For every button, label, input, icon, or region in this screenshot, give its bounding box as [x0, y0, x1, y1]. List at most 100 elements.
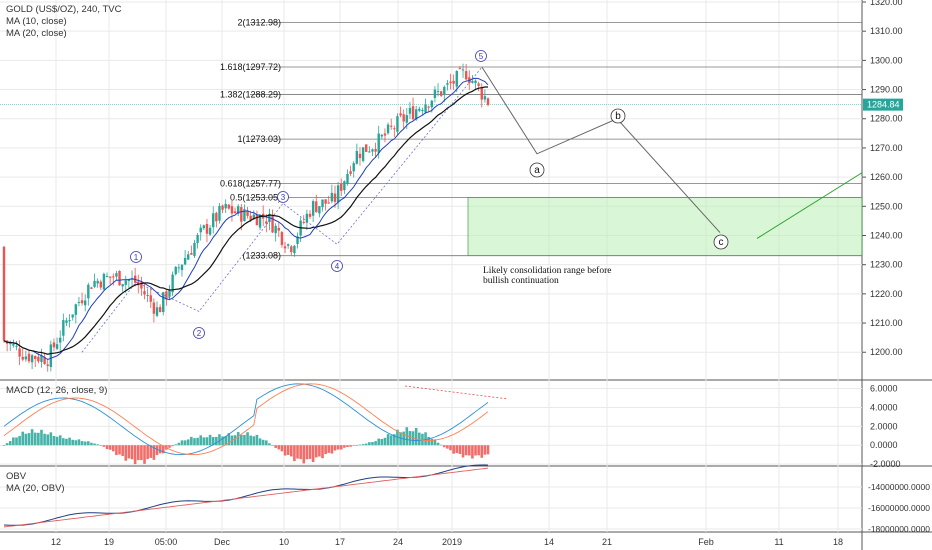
- macd-histogram-bar: [233, 435, 237, 446]
- ma10-legend[interactable]: MA (10, close): [6, 16, 67, 27]
- macd-histogram-bar: [49, 432, 53, 446]
- price-axis[interactable]: 1320.00 1310.00 1300.00 1290.00 1280.00 1270.…: [862, 0, 930, 534]
- macd-histogram-bar: [215, 436, 218, 446]
- macd-histogram-bar: [149, 445, 153, 458]
- obv-y-tick-label: -16000000.0000: [868, 503, 930, 513]
- macd-histogram-bar: [471, 445, 474, 459]
- macd-histogram-bar: [180, 440, 184, 446]
- macd-histogram-bar: [127, 445, 131, 459]
- candle-body: [196, 234, 199, 243]
- y-tick-label: 1300.00: [870, 55, 903, 65]
- symbol-title[interactable]: GOLD (US$/OZ), 240, TVC: [6, 4, 122, 15]
- candle-body: [93, 280, 96, 287]
- macd-histogram-bar: [424, 432, 427, 446]
- candle-body: [177, 267, 181, 269]
- candle-body: [124, 280, 127, 285]
- macd-histogram-bar: [40, 429, 43, 446]
- candle-body: [21, 356, 24, 360]
- macd-histogram-bar: [224, 436, 228, 446]
- candle-body: [471, 81, 474, 83]
- obv-legend[interactable]: OBV: [6, 471, 27, 482]
- candle-body: [396, 116, 399, 132]
- macd-histogram-bar: [339, 445, 343, 450]
- macd-histogram-bar: [277, 445, 281, 450]
- candle-body: [37, 356, 40, 362]
- macd-histogram-bar: [205, 437, 209, 446]
- macd-histogram-bar: [330, 445, 334, 454]
- consolidation-annotation: bullish continuation: [483, 276, 559, 286]
- macd-histogram-bar: [464, 445, 468, 456]
- candle-body: [62, 320, 65, 336]
- macd-signal-line: [3, 383, 489, 456]
- candle-body: [218, 205, 221, 221]
- macd-histogram-bar: [62, 438, 65, 446]
- candle-body: [399, 113, 402, 116]
- wave-label-text: b: [615, 111, 621, 122]
- macd-histogram-bar: [374, 441, 377, 446]
- obv-y-tick-label: -18000000.0000: [868, 524, 930, 534]
- candle-body: [477, 83, 480, 86]
- macd-histogram-bar: [43, 433, 46, 446]
- candle-body: [474, 80, 477, 84]
- candle-body: [443, 86, 446, 95]
- candle-body: [30, 355, 34, 363]
- ma20-legend[interactable]: MA (20, close): [6, 28, 67, 39]
- candle-body: [274, 225, 277, 234]
- fib-level-label: 1.382(1288.29): [220, 90, 281, 100]
- macd-histogram-bar: [236, 432, 240, 446]
- macd-histogram-bar: [264, 440, 268, 446]
- candle-body: [18, 348, 21, 357]
- macd-histogram-bar: [389, 435, 393, 446]
- candle-body: [233, 211, 237, 214]
- macd-histogram-bar: [211, 437, 215, 446]
- candle-body: [390, 125, 393, 127]
- wave-label-circle: [475, 50, 487, 62]
- ma20-line: [3, 86, 488, 355]
- y-tick-label: 1320.00: [870, 0, 903, 7]
- obv-panel: [3, 464, 489, 528]
- macd-histogram-bar: [168, 445, 171, 448]
- candle-body: [358, 153, 362, 159]
- y-tick-label: 1290.00: [870, 85, 903, 95]
- candle-body: [486, 98, 490, 105]
- macd-histogram-bar: [93, 443, 96, 446]
- macd-histogram-bar: [12, 437, 15, 446]
- wave-label-circle: [529, 162, 545, 178]
- candle-body: [311, 201, 315, 216]
- macd-histogram-bar: [183, 440, 187, 446]
- candle-body: [240, 207, 243, 222]
- macd-legend-box: MACD (12, 26, close, 9): [6, 385, 107, 397]
- macd-histogram-bar: [68, 437, 71, 446]
- candle-body: [46, 364, 49, 366]
- candle-body: [24, 356, 28, 360]
- y-tick-label: 1250.00: [870, 201, 903, 211]
- x-tick-label: 05:00: [155, 537, 178, 547]
- chart-legend: GOLD (US$/OZ), 240, TVC MA (10, close) M…: [6, 4, 121, 40]
- time-axis[interactable]: 12 19 05:00 Dec 10 17 24 2019 14 21 Feb 11 18: [51, 537, 843, 547]
- candle-body: [433, 89, 437, 99]
- candle-body: [90, 287, 93, 289]
- candle-body: [255, 214, 259, 226]
- macd-histogram-bar: [252, 436, 256, 446]
- macd-histogram-bar: [2, 445, 6, 446]
- candle-body: [80, 300, 84, 304]
- candle-body: [112, 276, 115, 278]
- candle-body: [321, 199, 324, 208]
- macd-histogram-bar: [458, 445, 462, 455]
- candle-body: [118, 270, 121, 286]
- obv-ma-legend[interactable]: MA (20, OBV): [6, 483, 65, 494]
- consolidation-annotation: Likely consolidation range before: [483, 265, 611, 276]
- candle-body: [155, 307, 159, 316]
- wave-label-text: 4: [335, 262, 340, 271]
- y-tick-label: 1220.00: [870, 289, 903, 299]
- macd-histogram-bar: [77, 439, 81, 446]
- candle-body: [464, 71, 468, 80]
- macd-histogram-bar: [349, 445, 352, 447]
- macd-histogram-bar: [240, 434, 243, 446]
- macd-legend[interactable]: MACD (12, 26, close, 9): [6, 385, 108, 396]
- macd-line: [3, 383, 489, 456]
- candle-body: [296, 236, 299, 244]
- candle-body: [458, 68, 462, 70]
